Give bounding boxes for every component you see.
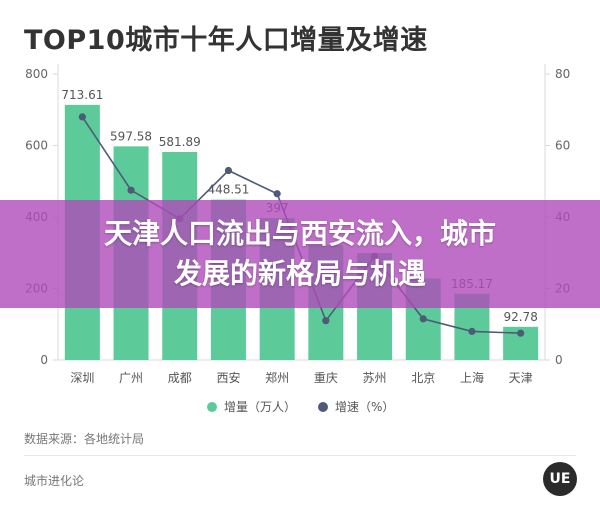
x-tick-label: 西安: [216, 370, 240, 385]
x-tick-label: 天津: [509, 371, 533, 385]
growth-rate-point-8: [419, 315, 427, 323]
growth-rate-point-1: [78, 113, 86, 121]
legend-line-marker: [318, 402, 328, 412]
x-tick-label: 北京: [411, 371, 435, 385]
headline-line-1: 天津人口流出与西安流入，城市: [103, 217, 496, 250]
x-tick-label: 苏州: [363, 371, 387, 385]
growth-rate-point-10: [517, 329, 525, 337]
bar-value-label: 448.51: [207, 183, 249, 197]
x-tick-label: 上海: [460, 370, 484, 385]
footer-divider: [24, 455, 576, 456]
y-right-tick-label: 0: [555, 353, 563, 367]
legend-bar-label: 增量（万人）: [224, 400, 296, 414]
data-source: 数据来源：各地统计局: [24, 432, 145, 446]
x-tick-label: 成都: [168, 371, 192, 385]
brand-name: 城市进化论: [24, 474, 85, 488]
x-tick-label: 深圳: [70, 371, 94, 385]
brand-logo: UE: [543, 462, 577, 496]
y-left-tick-label: 800: [25, 67, 48, 81]
bar-value-label: 581.89: [159, 135, 201, 149]
growth-rate-point-4: [224, 166, 233, 175]
y-right-tick-label: 60: [555, 139, 570, 153]
headline-line-2: 发展的新格局与机遇: [173, 257, 426, 290]
y-right-tick-label: 80: [555, 67, 570, 81]
growth-rate-point-9: [468, 327, 476, 335]
growth-rate-point-5: [273, 190, 281, 198]
headline-banner: 天津人口流出与西安流入，城市 发展的新格局与机遇: [0, 200, 600, 308]
x-tick-label: 郑州: [265, 370, 289, 385]
bar-value-label: 597.58: [110, 129, 152, 143]
x-tick-label: 重庆: [314, 371, 338, 385]
bar-value-label: 92.78: [503, 310, 537, 324]
growth-rate-point-6: [322, 317, 330, 325]
y-left-tick-label: 600: [25, 139, 48, 153]
bar-value-label: 713.61: [61, 88, 103, 102]
y-left-tick-label: 0: [40, 353, 48, 367]
legend-bar-marker: [207, 402, 217, 412]
x-tick-label: 广州: [119, 371, 143, 385]
growth-rate-point-2: [127, 186, 135, 194]
legend-line-label: 增速（%）: [335, 400, 394, 414]
chart-title: TOP10城市十年人口增量及增速: [24, 25, 428, 56]
